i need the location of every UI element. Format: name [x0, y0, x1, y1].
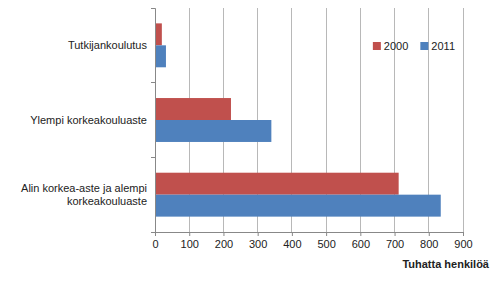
x-tick: 300: [249, 232, 267, 250]
category-boundary-tick: [151, 8, 155, 9]
y-tick-label-line: korkeakouluaste: [67, 195, 147, 207]
x-tick-mark: [258, 232, 259, 236]
y-tick-label: Alin korkea-aste ja alempikorkeakouluast…: [21, 182, 147, 207]
bar: [155, 173, 399, 195]
x-axis-line: [156, 233, 464, 237]
x-tick-mark: [223, 232, 224, 236]
legend: 2000 2011: [373, 40, 455, 52]
y-tick: Ylempi korkeakouluaste: [30, 114, 155, 126]
x-tick: 0: [152, 232, 158, 250]
legend-item: 2011: [420, 40, 455, 52]
legend-item: 2000: [373, 40, 408, 52]
x-tick: 400: [283, 232, 301, 250]
category-boundary-tick: [151, 82, 155, 83]
x-tick-mark: [155, 232, 156, 236]
x-tick-label: 500: [317, 238, 335, 250]
x-tick-label: 800: [420, 238, 438, 250]
y-tick-label-line: Alin korkea-aste ja alempi: [21, 182, 147, 194]
legend-swatch: [420, 42, 428, 50]
x-tick: 800: [420, 232, 438, 250]
x-axis: 0 100 200 300 400 500 600 700 800 900: [152, 232, 472, 250]
x-tick-mark: [395, 232, 396, 236]
x-tick-label: 100: [181, 238, 199, 250]
x-tick-mark: [463, 232, 464, 236]
bar: [155, 120, 271, 142]
x-tick-mark: [292, 232, 293, 236]
chart: 0 100 200 300 400 500 600 700 800 900 Tutkijankoul…: [0, 0, 493, 304]
x-tick-label: 400: [283, 238, 301, 250]
y-tick-label: Ylempi korkeakouluaste: [30, 114, 147, 126]
y-tick-label: Tutkijankoulutus: [68, 39, 148, 51]
grid-line: [155, 8, 156, 232]
x-tick: 100: [181, 232, 199, 250]
bar: [155, 195, 441, 217]
x-tick-label: 0: [152, 238, 158, 250]
x-tick-label: 700: [386, 238, 404, 250]
x-tick-mark: [360, 232, 361, 236]
grid-line: [463, 8, 464, 232]
x-tick: 600: [352, 232, 370, 250]
y-axis: Tutkijankoulutus Ylempi korkeakouluaste Al…: [21, 8, 155, 233]
x-tick-mark: [429, 232, 430, 236]
x-tick-label: 300: [249, 238, 267, 250]
legend-label: 2000: [384, 40, 408, 52]
x-tick-label: 900: [454, 238, 472, 250]
bar: [155, 45, 166, 67]
bars: [155, 23, 441, 216]
x-tick: 200: [215, 232, 233, 250]
x-tick: 900: [454, 232, 472, 250]
y-tick-label-line: Tutkijankoulutus: [68, 39, 148, 51]
x-tick-label: 200: [215, 238, 233, 250]
x-tick: 500: [317, 232, 335, 250]
y-tick: Alin korkea-aste ja alempikorkeakouluast…: [21, 182, 155, 207]
x-tick-label: 600: [352, 238, 370, 250]
grid: [155, 8, 463, 232]
y-tick-label-line: Ylempi korkeakouluaste: [30, 114, 147, 126]
category-boundary-tick: [151, 157, 155, 158]
legend-swatch: [373, 42, 381, 50]
bar: [155, 23, 162, 45]
x-tick-mark: [189, 232, 190, 236]
x-tick-mark: [326, 232, 327, 236]
bar: [155, 98, 231, 120]
x-tick: 700: [386, 232, 404, 250]
category-boundary-tick: [151, 232, 155, 233]
y-tick: Tutkijankoulutus: [68, 39, 155, 51]
legend-label: 2011: [431, 40, 455, 52]
y-axis-line: [155, 9, 156, 233]
x-axis-title: Tuhatta henkilöä: [402, 258, 489, 270]
